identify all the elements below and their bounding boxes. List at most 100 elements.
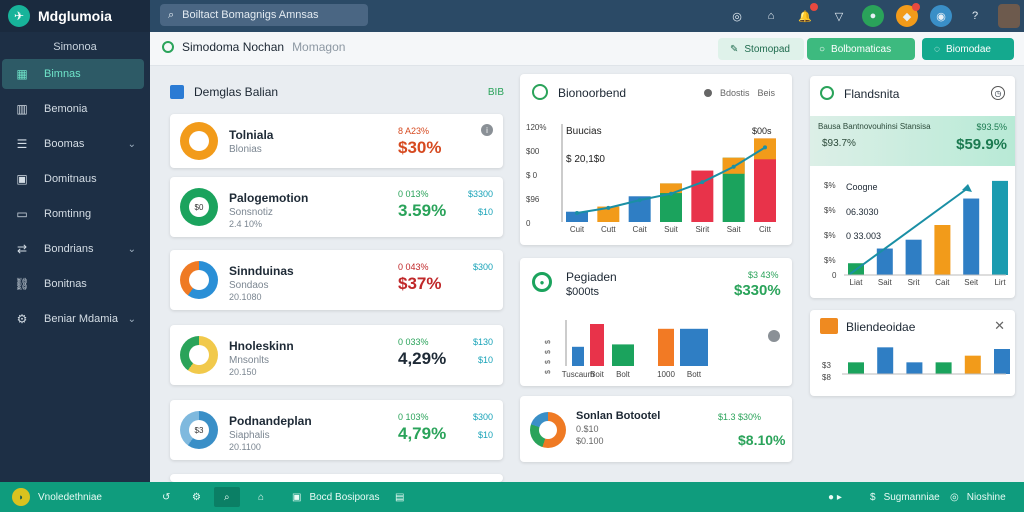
bar	[680, 328, 708, 366]
shield-icon[interactable]: ▽	[834, 10, 844, 23]
save-icon[interactable]: ▤	[395, 491, 405, 503]
header-button-3[interactable]: ◌ Biomodae	[922, 38, 1014, 60]
metric-card[interactable]: Tolniala Blonias 8 A23% $30% i	[170, 114, 503, 168]
gift-icon[interactable]: ◆	[896, 3, 920, 27]
search-text: Boiltact Bomagnigs Amnsas	[182, 9, 319, 21]
sidebar-item-6[interactable]: ⛓ Bonitnas	[2, 269, 144, 299]
chat-icon[interactable]: ●	[862, 5, 884, 27]
folder-icon: ▣	[16, 172, 28, 186]
brand[interactable]: ✈ Mdglumoia	[0, 0, 150, 32]
bottom-right-1[interactable]: $ Sugmanniae	[870, 487, 940, 507]
pegiaden-title: Pegiaden	[566, 270, 617, 284]
metric-label: Sinnduinas	[229, 264, 294, 278]
chat-bubble-icon: ◌	[934, 43, 940, 55]
metric-extra: $130	[472, 337, 493, 347]
window-icon: ▣	[292, 491, 302, 503]
y-tick-label: $%	[824, 256, 836, 265]
chrome-icon[interactable]: ◉	[930, 5, 952, 27]
home-icon[interactable]: ⌂	[767, 10, 775, 22]
donut-label: $0	[189, 197, 209, 217]
metric-extra2: $10	[477, 430, 493, 440]
x-tick-label: Citt	[759, 225, 772, 234]
sidebar-item-7[interactable]: ⚙ Beniar Mdamia ⌄	[2, 304, 144, 334]
metric-card[interactable]: Sinnduinas Sondaos 20.1080 0 043% $37% $300	[170, 250, 503, 310]
sidebar-subtitle: Simonoa	[53, 41, 97, 53]
metric-extra: $3300	[467, 189, 493, 199]
sidebar-item-label: Romtinng	[44, 208, 92, 220]
sidebar-item-1[interactable]: ▥ Bemonia	[2, 94, 144, 124]
metric-sub: Blonias	[229, 144, 262, 155]
sidebar-item-3[interactable]: ▣ Domitnaus	[2, 164, 144, 194]
avatar[interactable]	[998, 4, 1020, 28]
y-tick-label: $3	[822, 361, 831, 370]
metric-card[interactable]: $0 Palogemotion Sonsnotiz 2.4 10% 0 013% 3.59…	[170, 177, 503, 237]
header-button-3-label: Biomodae	[945, 43, 991, 55]
legend-dot-icon	[704, 89, 712, 97]
sonian-sub: 0.$10	[576, 424, 599, 434]
y-tick-label: $%	[824, 181, 836, 190]
info-icon[interactable]: i	[481, 124, 493, 136]
metric-sub2: 20.1100	[229, 442, 261, 452]
bliend-card: Bliendeoidae ✕ $3 $8	[810, 310, 1015, 396]
flandsnita-title: Flandsnita	[844, 87, 900, 101]
header-button-1[interactable]: ✎ Stomopad	[718, 38, 804, 60]
help-icon[interactable]: ?	[971, 10, 979, 22]
sidebar-item-4[interactable]: ▭ Romtinng	[2, 199, 144, 229]
donut-label	[189, 345, 209, 365]
clock-icon[interactable]: ◷	[991, 86, 1005, 100]
metric-sub: Mnsonlts	[229, 355, 270, 366]
y-tick-label: $ 0	[526, 171, 538, 180]
metric-delta: 8 A23%	[398, 126, 430, 136]
bell-icon[interactable]: 🔔	[794, 3, 818, 27]
search-icon-bottom[interactable]: ⌕	[214, 487, 240, 507]
bar	[628, 196, 651, 222]
y-tick-label: $%	[824, 206, 836, 215]
main-chart-legend-left: Buucias	[566, 126, 602, 137]
x-tick-label: Bolt	[616, 370, 631, 379]
sidebar-item-2[interactable]: ☰ Boomas ⌄	[2, 129, 144, 159]
home-icon-bottom[interactable]: ⌂	[258, 491, 265, 503]
metric-value: 4,29%	[398, 349, 447, 368]
bottom-middle[interactable]: ▣ Bocd Bosiporas	[292, 487, 380, 507]
y-tick-label: $	[545, 370, 552, 374]
sonian-delta: $1.3 $30%	[718, 412, 762, 422]
pegiaden-delta: $3 43%	[748, 270, 779, 280]
sidebar-item-5[interactable]: ⇄ Bondrians ⌄	[2, 234, 144, 264]
x-tick-label: Lirt	[994, 278, 1006, 287]
bar	[566, 211, 588, 222]
sonian-value: $8.10%	[738, 432, 786, 448]
metric-card[interactable]: $3 Podnandeplan Siaphalis 20.1100 0 103% 4,79…	[170, 400, 503, 460]
header-button-2[interactable]: ○ Bolbomaticas	[807, 38, 915, 60]
y-tick-label: $	[545, 350, 552, 354]
trend-point	[575, 211, 579, 215]
status-ring-icon	[162, 41, 174, 53]
bottom-right-2[interactable]: ◎ Nioshine	[950, 487, 1006, 507]
bar	[934, 225, 951, 275]
refresh-icon[interactable]: ↺	[162, 491, 171, 503]
search-input[interactable]: ⌕ Boiltact Bomagnigs Amnsas	[160, 4, 368, 26]
metric-delta: 0 103%	[398, 412, 429, 422]
flandsnita-list-1: Coogne	[846, 182, 878, 192]
pen-icon: ✎	[730, 43, 739, 55]
sidebar-item-0[interactable]: ▦ Bimnas	[2, 59, 144, 89]
bottom-middle-label: Bocd Bosiporas	[309, 491, 380, 503]
bottom-brand[interactable]: ◗ Vnoledethniae	[12, 487, 102, 507]
close-icon[interactable]: ✕	[994, 318, 1005, 333]
x-tick-label: Seit	[964, 278, 979, 287]
gear-icon[interactable]: ⚙	[192, 491, 201, 503]
bottom-right-2-label: Nioshine	[966, 491, 1006, 503]
trend-point	[731, 164, 736, 169]
metric-card[interactable]: Hnoleskinn Mnsonlts 20.150 0 033% 4,29% $130 $…	[170, 325, 503, 385]
chat-icon-bottom[interactable]: ● ▸	[828, 491, 842, 503]
metric-label: Podnandeplan	[229, 414, 312, 428]
grid-icon: ▦	[16, 67, 28, 81]
metric-delta: 0 043%	[398, 262, 429, 272]
metric-sub2: 20.1080	[229, 292, 262, 302]
left-panel-right-text[interactable]: BIB	[487, 86, 504, 98]
sonian-donut	[530, 412, 566, 448]
info-icon[interactable]	[768, 330, 780, 342]
target-icon[interactable]: ◎	[732, 10, 742, 23]
metric-sub2: 2.4 10%	[229, 219, 263, 229]
metric-sub2: 20.150	[229, 367, 257, 377]
